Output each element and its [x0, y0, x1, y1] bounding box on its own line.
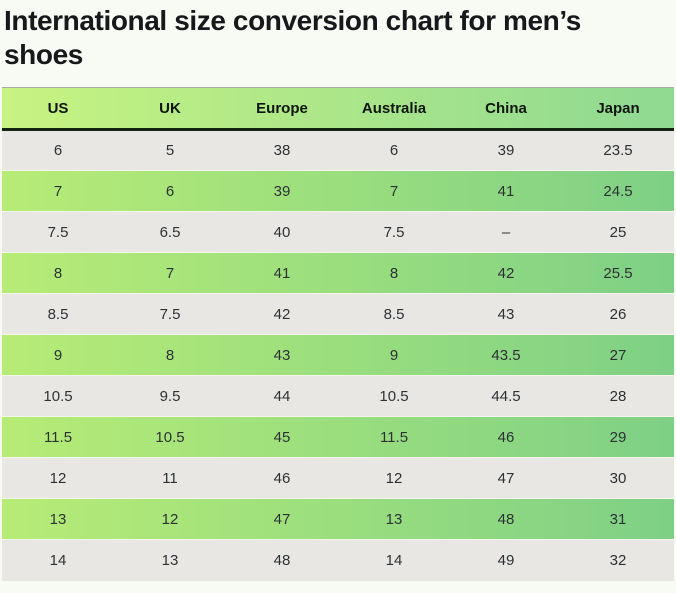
size-cell: 41 — [273, 264, 291, 282]
size-cell: 43 — [273, 346, 291, 364]
size-cell: 8 — [165, 346, 175, 364]
table-row: 11.5 10.5 45 11.5 46 29 — [2, 416, 674, 458]
size-cell: 43 — [497, 305, 515, 323]
table-row: 8.5 7.5 42 8.5 43 26 — [2, 293, 674, 335]
size-cell: 44 — [273, 387, 291, 405]
table-row: 9 8 43 9 43.5 27 — [2, 334, 674, 376]
size-cell: 8.5 — [47, 305, 69, 323]
size-cell: 6.5 — [159, 223, 181, 241]
size-cell: 44.5 — [491, 387, 521, 405]
header-row: US UK Europe Australia China Japan — [2, 87, 674, 130]
size-cell: 13 — [49, 510, 67, 528]
size-cell: 23.5 — [603, 142, 633, 160]
size-cell: 6 — [53, 142, 63, 160]
size-cell: 25 — [609, 223, 627, 241]
size-cell: 5 — [165, 142, 175, 160]
size-cell: 30 — [609, 469, 627, 487]
column-header: Japan — [596, 99, 640, 117]
table-body: 6 5 38 6 39 23.5 7 6 39 7 41 24.5 7.5 6.5 40 7.5 – 25 8 7 41… — [2, 129, 674, 581]
size-cell: 46 — [273, 469, 291, 487]
size-cell: 8.5 — [383, 305, 405, 323]
size-cell: 7.5 — [159, 305, 181, 323]
size-cell: 13 — [161, 552, 179, 570]
table-row: 14 13 48 14 49 32 — [2, 539, 674, 581]
column-header: US — [47, 99, 69, 117]
table-row: 10.5 9.5 44 10.5 44.5 28 — [2, 375, 674, 417]
size-cell: 41 — [497, 182, 515, 200]
column-header: Australia — [361, 99, 427, 117]
table-row: 6 5 38 6 39 23.5 — [2, 129, 674, 171]
size-cell: 12 — [49, 469, 67, 487]
size-cell: 47 — [497, 469, 515, 487]
size-cell: 8 — [53, 264, 63, 282]
size-cell: 12 — [385, 469, 403, 487]
size-cell: 27 — [609, 346, 627, 364]
table-row: 8 7 41 8 42 25.5 — [2, 252, 674, 294]
size-cell: 13 — [385, 510, 403, 528]
size-cell: 48 — [497, 510, 515, 528]
size-cell: 40 — [273, 223, 291, 241]
size-cell: 8 — [389, 264, 399, 282]
table-row: 12 11 46 12 47 30 — [2, 457, 674, 499]
size-cell: 11.5 — [43, 428, 73, 446]
table-row: 7.5 6.5 40 7.5 – 25 — [2, 211, 674, 253]
size-cell: 32 — [609, 552, 627, 570]
size-cell: 11 — [162, 469, 178, 487]
size-cell: 39 — [273, 182, 291, 200]
size-cell: 9.5 — [159, 387, 181, 405]
size-cell: 14 — [385, 552, 403, 570]
size-cell: 10.5 — [155, 428, 185, 446]
size-cell: 11.5 — [379, 428, 409, 446]
size-cell: 7.5 — [383, 223, 405, 241]
size-cell: 31 — [609, 510, 627, 528]
size-cell: 7 — [53, 182, 63, 200]
size-cell: 49 — [497, 552, 515, 570]
page: { "title": { "text": "International size… — [0, 4, 676, 593]
size-cell: 9 — [389, 346, 399, 364]
size-cell: – — [501, 223, 511, 241]
size-cell: 43.5 — [491, 346, 521, 364]
column-header: UK — [159, 99, 181, 117]
size-cell: 47 — [273, 510, 291, 528]
size-cell: 38 — [273, 142, 291, 160]
size-cell: 7 — [165, 264, 175, 282]
size-cell: 29 — [609, 428, 627, 446]
page-title: International size conversion chart for … — [4, 5, 581, 71]
size-cell: 7 — [389, 182, 399, 200]
size-cell: 42 — [273, 305, 291, 323]
size-cell: 10.5 — [379, 387, 409, 405]
size-cell: 46 — [497, 428, 515, 446]
size-cell: 28 — [609, 387, 627, 405]
column-header: Europe — [256, 99, 308, 117]
table-row: 7 6 39 7 41 24.5 — [2, 170, 674, 212]
size-cell: 6 — [389, 142, 399, 160]
table-header: US UK Europe Australia China Japan — [2, 87, 674, 130]
size-cell: 24.5 — [603, 182, 633, 200]
table-row: 13 12 47 13 48 31 — [2, 498, 674, 540]
size-cell: 48 — [273, 552, 291, 570]
size-cell: 45 — [273, 428, 291, 446]
column-header: China — [485, 99, 527, 117]
size-cell: 10.5 — [43, 387, 73, 405]
size-conversion-table: US UK Europe Australia China Japan 6 5 38 6 39 23.… — [2, 87, 674, 581]
size-cell: 39 — [497, 142, 515, 160]
size-cell: 25.5 — [603, 264, 633, 282]
size-cell: 12 — [161, 510, 179, 528]
size-cell: 42 — [497, 264, 515, 282]
size-cell: 9 — [53, 346, 63, 364]
size-cell: 6 — [165, 182, 175, 200]
size-cell: 14 — [49, 552, 67, 570]
size-cell: 26 — [609, 305, 627, 323]
size-cell: 7.5 — [47, 223, 69, 241]
